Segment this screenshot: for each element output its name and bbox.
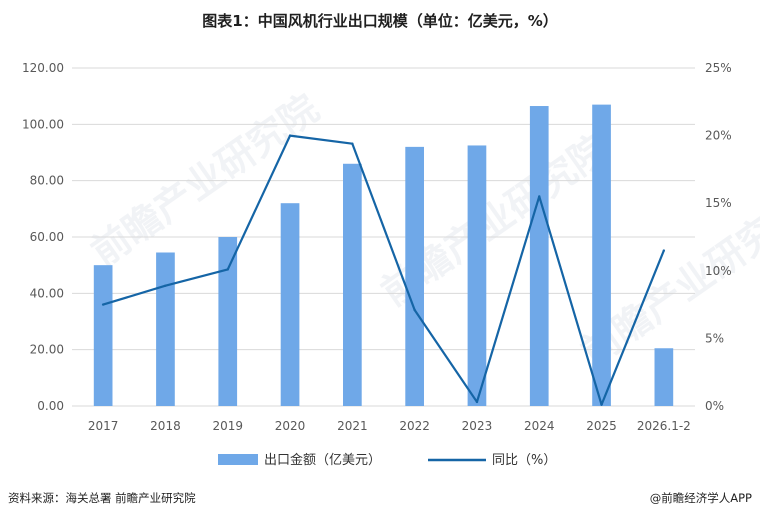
- footer: 资料来源：海关总署 前瞻产业研究院 @前瞻经济学人APP: [0, 488, 760, 512]
- grid-lines: [72, 67, 695, 407]
- x-tick-label: 2022: [399, 419, 430, 433]
- source-text: 资料来源：海关总署 前瞻产业研究院: [8, 491, 196, 505]
- legend-bar-label: 出口金额（亿美元）: [264, 452, 381, 468]
- bar: [654, 348, 674, 406]
- y-left-ticks: 0.00 20.00 40.00 60.00 80.00 100.00 120.00: [22, 61, 64, 413]
- y-right-tick-label: 10%: [705, 264, 732, 278]
- bar: [156, 252, 175, 406]
- line-point: [288, 134, 292, 137]
- x-tick-label: 2024: [524, 419, 555, 433]
- y-left-tick-label: 120.00: [22, 61, 64, 75]
- line-point: [475, 400, 479, 404]
- line-point: [101, 303, 105, 306]
- x-tick-label: 2017: [88, 419, 119, 433]
- chart-title: 图表1：中国风机行业出口规模（单位：亿美元，%）: [202, 12, 558, 30]
- line-point: [538, 195, 541, 198]
- bar: [529, 106, 549, 407]
- x-tick-label: 2023: [462, 419, 493, 433]
- y-right-tick-label: 15%: [705, 196, 732, 210]
- line-point: [351, 142, 354, 145]
- line-point: [413, 308, 416, 312]
- bar: [467, 145, 487, 407]
- line-point: [600, 403, 603, 406]
- bar: [343, 163, 362, 406]
- y-left-tick-label: 60.00: [30, 230, 64, 244]
- line-point: [662, 249, 666, 252]
- x-tick-label: 2018: [150, 419, 181, 433]
- x-tick-label: 2026.1-2: [637, 419, 691, 433]
- line-point: [164, 284, 167, 287]
- line-series: [101, 134, 666, 406]
- bar: [93, 265, 113, 406]
- bar: [218, 237, 238, 406]
- legend-line-label: 同比（%）: [492, 453, 556, 468]
- y-left-tick-label: 20.00: [30, 343, 64, 357]
- y-left-tick-label: 0.00: [37, 399, 64, 413]
- line-point: [226, 268, 229, 271]
- legend-bar-swatch: [218, 454, 258, 465]
- y-right-ticks: 0% 5% 10% 15% 20% 25%: [705, 61, 732, 413]
- yoy-line: [102, 134, 665, 406]
- combo-chart: 0.00 20.00 40.00 60.00 80.00 100.00 120.00 0% 5…: [22, 61, 732, 468]
- bar: [405, 146, 424, 406]
- legend: 出口金额（亿美元） 同比（%）: [218, 452, 556, 468]
- x-tick-label: 2025: [586, 419, 617, 433]
- y-left-tick-label: 40.00: [30, 286, 64, 300]
- x-tick-label: 2021: [337, 419, 368, 433]
- y-right-tick-label: 0%: [705, 399, 724, 413]
- y-right-tick-label: 25%: [705, 61, 732, 75]
- bar: [592, 104, 611, 406]
- y-left-tick-label: 80.00: [30, 174, 64, 188]
- y-left-tick-label: 100.00: [22, 117, 64, 131]
- bars: [93, 104, 674, 407]
- x-tick-label: 2020: [275, 419, 306, 433]
- x-ticks: 2017 2018 2019 2020 2021 2022 2023 2024 2025 2026…: [88, 419, 691, 433]
- y-right-tick-label: 20%: [705, 129, 732, 143]
- x-tick-label: 2019: [212, 419, 243, 433]
- brand-text: @前瞻经济学人APP: [649, 491, 752, 505]
- bar: [280, 203, 300, 406]
- y-right-tick-label: 5%: [705, 331, 724, 345]
